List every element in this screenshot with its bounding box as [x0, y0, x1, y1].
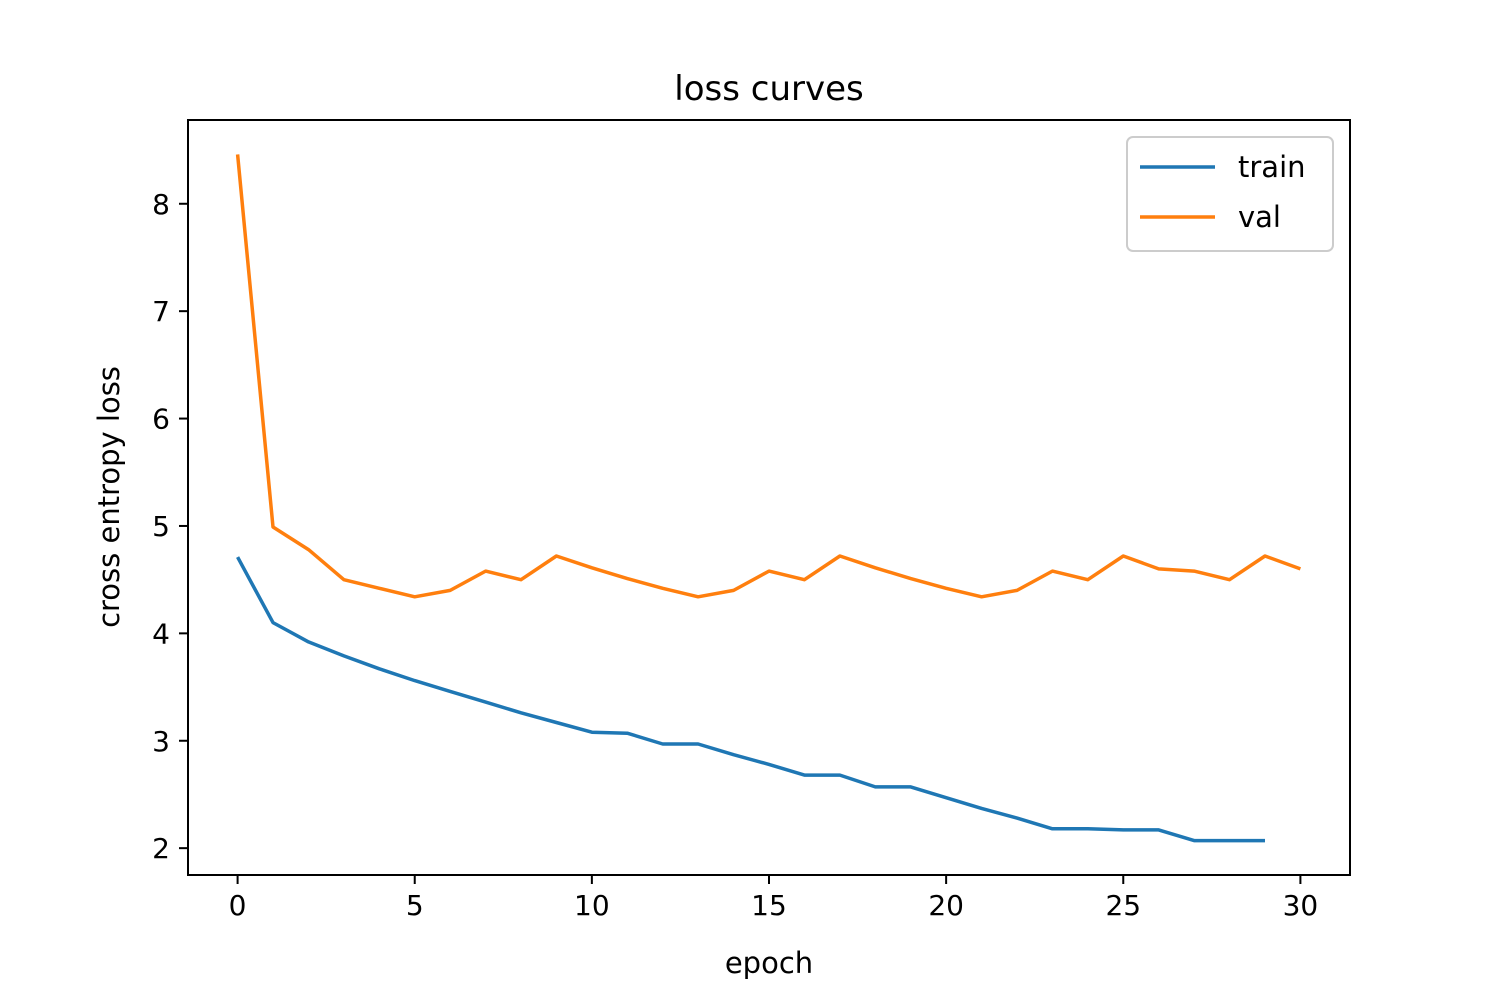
y-tick-label: 2	[152, 832, 170, 865]
y-tick-label: 4	[152, 617, 170, 650]
x-tick-label: 20	[928, 889, 964, 922]
x-tick-label: 30	[1283, 889, 1319, 922]
x-axis: 0 5 10 15 20 25 30	[229, 875, 1319, 922]
y-axis: 2 3 4 5 6 7 8	[152, 188, 188, 865]
legend: train val	[1126, 136, 1334, 252]
y-tick-label: 6	[152, 403, 170, 436]
x-tick-label: 10	[574, 889, 610, 922]
series-line-val	[235, 154, 1301, 599]
y-tick-label: 8	[152, 188, 170, 221]
y-tick-label: 5	[152, 510, 170, 543]
legend-label-train: train	[1238, 150, 1306, 184]
legend-label-val: val	[1238, 200, 1281, 234]
x-tick-label: 15	[751, 889, 787, 922]
chart-title: loss curves	[674, 69, 863, 109]
y-tick-label: 7	[152, 295, 170, 328]
x-tick-label: 5	[406, 889, 424, 922]
x-tick-label: 25	[1105, 889, 1141, 922]
y-tick-label: 3	[152, 725, 170, 758]
x-tick-label: 0	[229, 889, 247, 922]
series-line-train	[236, 556, 1265, 843]
series-layer	[235, 154, 1301, 843]
y-axis-title: cross entropy loss	[92, 366, 126, 628]
x-axis-title: epoch	[725, 946, 813, 980]
